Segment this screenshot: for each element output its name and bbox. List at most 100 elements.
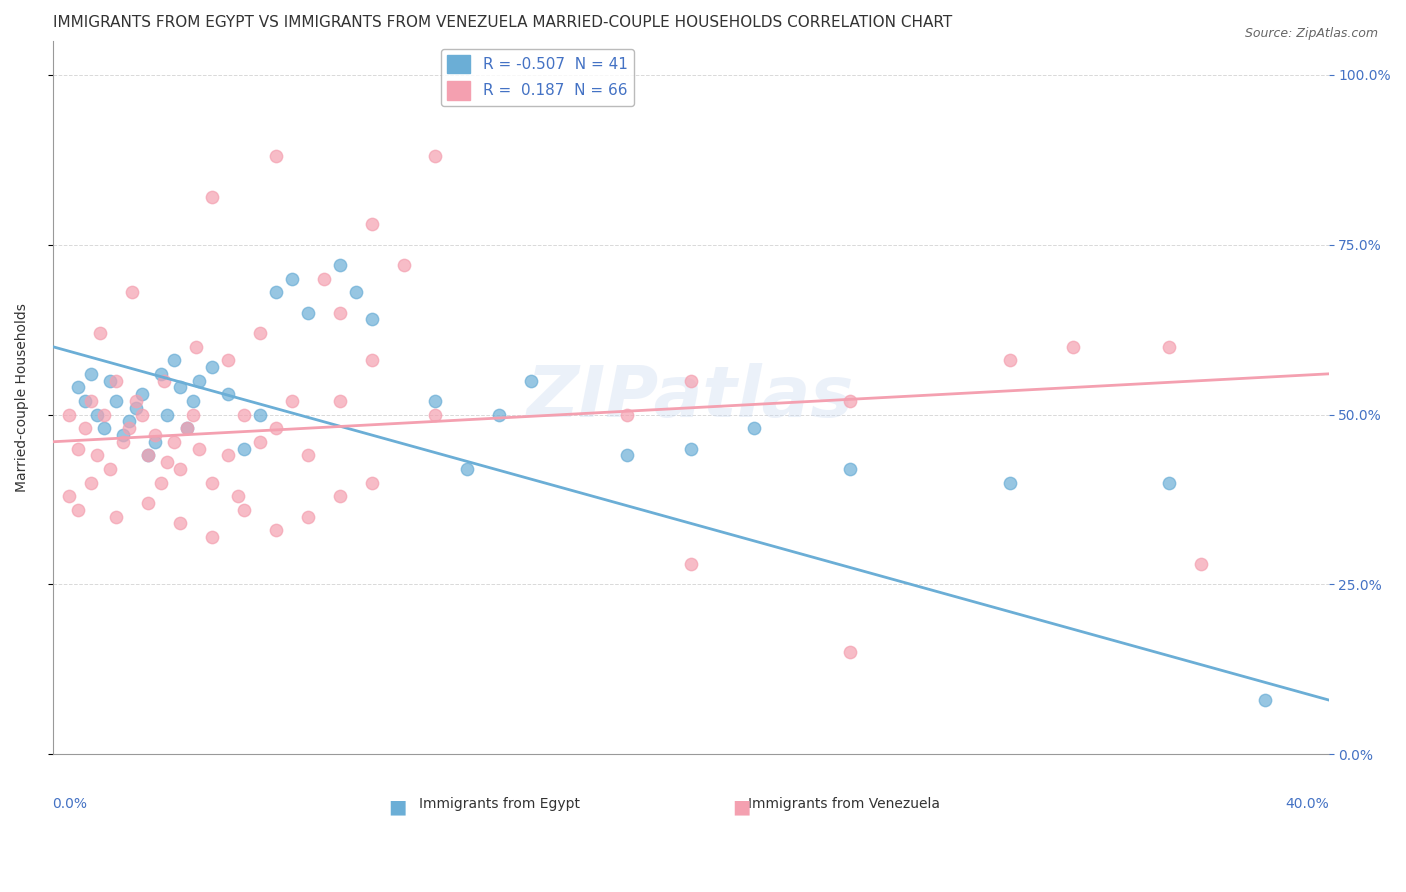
Point: [233, 502, 256, 516]
Text: 0.0%: 0.0%: [52, 797, 87, 811]
Point: [86, 449, 108, 463]
Point: [679, 557, 702, 571]
Point: [281, 394, 304, 409]
Y-axis label: Married-couple Households: Married-couple Households: [15, 303, 30, 492]
Point: [249, 326, 271, 340]
Point: [998, 353, 1021, 368]
Point: [186, 340, 208, 354]
Point: [136, 449, 159, 463]
Point: [176, 421, 198, 435]
Point: [156, 455, 179, 469]
Point: [297, 509, 319, 524]
Point: [58, 408, 80, 422]
Point: [80, 475, 103, 490]
Point: [998, 475, 1021, 490]
Point: [136, 496, 159, 510]
Point: [201, 359, 224, 374]
Point: [264, 523, 287, 537]
Point: [58, 489, 80, 503]
Point: [153, 374, 176, 388]
Point: [188, 442, 211, 456]
Point: [93, 408, 115, 422]
Point: [1254, 693, 1277, 707]
Point: [425, 408, 447, 422]
Point: [169, 462, 191, 476]
Point: [105, 374, 128, 388]
Point: [1159, 475, 1181, 490]
Point: [360, 312, 382, 326]
Point: [121, 285, 143, 300]
Point: [297, 449, 319, 463]
Point: [360, 218, 382, 232]
Point: [169, 380, 191, 394]
Point: [217, 353, 239, 368]
Point: [98, 462, 121, 476]
Text: 40.0%: 40.0%: [1285, 797, 1329, 811]
Point: [1062, 340, 1084, 354]
Point: [839, 394, 862, 409]
Legend: R = -0.507  N = 41, R =  0.187  N = 66: R = -0.507 N = 41, R = 0.187 N = 66: [441, 48, 634, 105]
Point: [329, 394, 352, 409]
Point: [105, 394, 128, 409]
Point: [156, 408, 179, 422]
Point: [143, 428, 166, 442]
Point: [67, 502, 90, 516]
Point: [679, 442, 702, 456]
Point: [111, 428, 134, 442]
Point: [839, 645, 862, 659]
Point: [176, 421, 198, 435]
Point: [86, 408, 108, 422]
Point: [201, 475, 224, 490]
Text: ■: ■: [388, 797, 406, 816]
Point: [163, 353, 186, 368]
Point: [329, 258, 352, 272]
Point: [217, 387, 239, 401]
Point: [344, 285, 367, 300]
Point: [226, 489, 249, 503]
Point: [488, 408, 510, 422]
Text: Immigrants from Venezuela: Immigrants from Venezuela: [748, 797, 939, 811]
Point: [616, 449, 638, 463]
Point: [201, 190, 224, 204]
Point: [1159, 340, 1181, 354]
Point: [169, 516, 191, 531]
Point: [93, 421, 115, 435]
Point: [188, 374, 211, 388]
Point: [181, 394, 204, 409]
Point: [616, 408, 638, 422]
Point: [264, 149, 287, 163]
Point: [150, 367, 173, 381]
Point: [264, 421, 287, 435]
Point: [124, 401, 146, 415]
Point: [118, 414, 141, 428]
Point: [744, 421, 766, 435]
Point: [131, 408, 153, 422]
Point: [233, 442, 256, 456]
Point: [297, 306, 319, 320]
Point: [105, 509, 128, 524]
Point: [329, 306, 352, 320]
Point: [1189, 557, 1212, 571]
Point: [67, 380, 90, 394]
Point: [679, 374, 702, 388]
Text: Immigrants from Egypt: Immigrants from Egypt: [419, 797, 579, 811]
Point: [249, 408, 271, 422]
Point: [360, 475, 382, 490]
Point: [80, 367, 103, 381]
Point: [163, 434, 186, 449]
Point: [456, 462, 478, 476]
Point: [312, 271, 335, 285]
Point: [143, 434, 166, 449]
Text: ZIPatlas: ZIPatlas: [527, 363, 855, 432]
Point: [118, 421, 141, 435]
Point: [425, 149, 447, 163]
Text: IMMIGRANTS FROM EGYPT VS IMMIGRANTS FROM VENEZUELA MARRIED-COUPLE HOUSEHOLDS COR: IMMIGRANTS FROM EGYPT VS IMMIGRANTS FROM…: [52, 15, 952, 30]
Point: [181, 408, 204, 422]
Point: [89, 326, 111, 340]
Text: Source: ZipAtlas.com: Source: ZipAtlas.com: [1244, 27, 1378, 40]
Point: [124, 394, 146, 409]
Point: [249, 434, 271, 449]
Point: [201, 530, 224, 544]
Point: [264, 285, 287, 300]
Point: [360, 353, 382, 368]
